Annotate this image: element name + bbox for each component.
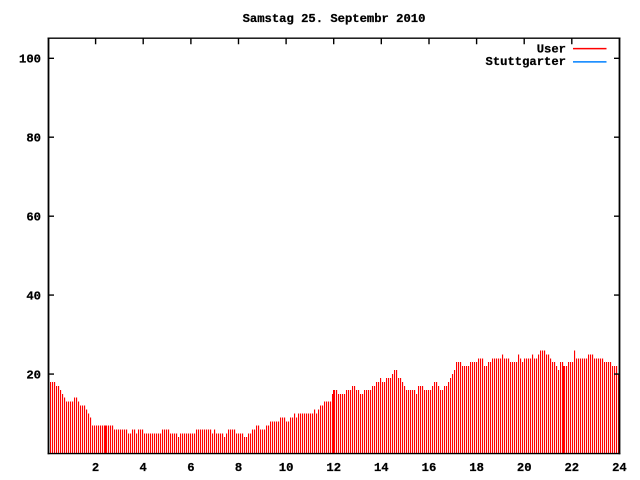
- svg-text:100: 100: [19, 53, 41, 67]
- svg-text:16: 16: [422, 461, 437, 475]
- svg-text:18: 18: [469, 461, 484, 475]
- svg-text:20: 20: [517, 461, 532, 475]
- svg-text:14: 14: [374, 461, 389, 475]
- svg-text:Samstag 25. Septembr 2010: Samstag 25. Septembr 2010: [243, 12, 426, 26]
- svg-text:22: 22: [564, 461, 579, 475]
- svg-text:2: 2: [92, 461, 99, 475]
- svg-text:24: 24: [612, 461, 627, 475]
- svg-text:20: 20: [26, 368, 41, 382]
- svg-text:12: 12: [326, 461, 341, 475]
- svg-text:User: User: [537, 43, 566, 57]
- svg-text:80: 80: [26, 131, 41, 145]
- svg-text:6: 6: [187, 461, 194, 475]
- svg-text:60: 60: [26, 210, 41, 224]
- svg-text:10: 10: [279, 461, 294, 475]
- svg-text:40: 40: [26, 289, 41, 303]
- svg-text:4: 4: [140, 461, 147, 475]
- svg-text:8: 8: [235, 461, 242, 475]
- svg-text:Stuttgarter: Stuttgarter: [486, 55, 566, 69]
